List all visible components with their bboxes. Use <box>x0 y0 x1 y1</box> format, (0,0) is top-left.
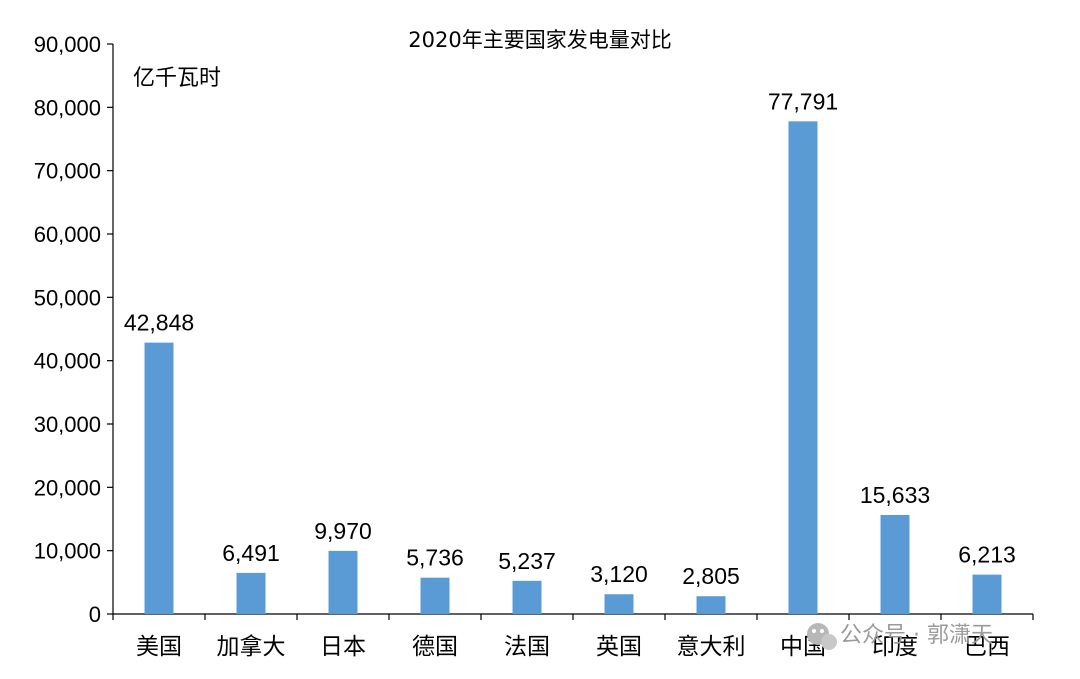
category-label: 加拿大 <box>217 633 286 660</box>
bar <box>972 574 1002 614</box>
y-axis: 0 10,000 20,000 30,000 40,000 50,000 60,000 70,… <box>34 32 114 627</box>
data-label: 9,970 <box>314 518 372 544</box>
bar <box>696 596 726 614</box>
x-axis <box>112 613 1034 620</box>
y-tick-label: 30,000 <box>34 412 101 437</box>
chart-title: 2020年主要国家发电量对比 <box>408 28 671 52</box>
y-tick-label: 20,000 <box>34 475 101 500</box>
category-label: 日本 <box>320 634 366 660</box>
data-label: 77,791 <box>768 88 838 114</box>
data-labels: 42,848 6,491 9,970 5,736 5,237 3,120 2,805 77,7… <box>124 88 1016 589</box>
watermark: 公众号 · 郭潇天 <box>807 623 993 650</box>
category-label: 美国 <box>136 634 182 660</box>
bar <box>788 121 818 614</box>
bar <box>604 594 634 614</box>
y-tick-label: 40,000 <box>34 349 101 374</box>
y-tick-label: 90,000 <box>34 32 101 57</box>
category-label: 意大利 <box>677 634 746 660</box>
category-labels: 美国 加拿大 日本 德国 法国 英国 意大利 中国 印度 巴西 <box>136 633 1010 660</box>
y-tick-label: 50,000 <box>34 285 101 310</box>
data-label: 3,120 <box>590 561 648 587</box>
y-axis-unit-label: 亿千瓦时 <box>133 66 221 91</box>
watermark-text: 公众号 · 郭潇天 <box>840 623 993 648</box>
data-label: 6,491 <box>222 540 280 566</box>
category-label: 英国 <box>596 634 642 660</box>
bar <box>144 342 174 614</box>
data-label: 5,237 <box>498 548 556 574</box>
bar <box>328 550 358 614</box>
data-label: 6,213 <box>958 542 1016 568</box>
bar <box>512 580 542 614</box>
category-label: 巴西 <box>964 634 1010 660</box>
bar <box>236 572 266 614</box>
data-label: 42,848 <box>124 310 194 336</box>
y-tick-label: 0 <box>89 602 101 627</box>
bar <box>420 577 450 614</box>
y-tick-label: 60,000 <box>34 222 101 247</box>
category-label: 印度 <box>872 634 918 660</box>
data-label: 15,633 <box>860 482 930 508</box>
data-label: 2,805 <box>682 563 740 589</box>
data-label: 5,736 <box>406 545 464 571</box>
category-label: 法国 <box>504 634 550 660</box>
y-tick-label: 80,000 <box>34 95 101 120</box>
y-tick-label: 10,000 <box>34 539 101 564</box>
bar <box>880 514 910 614</box>
y-tick-label: 70,000 <box>34 159 101 184</box>
wechat-icon <box>807 623 837 650</box>
bars <box>144 121 1002 614</box>
category-label: 德国 <box>412 634 458 660</box>
